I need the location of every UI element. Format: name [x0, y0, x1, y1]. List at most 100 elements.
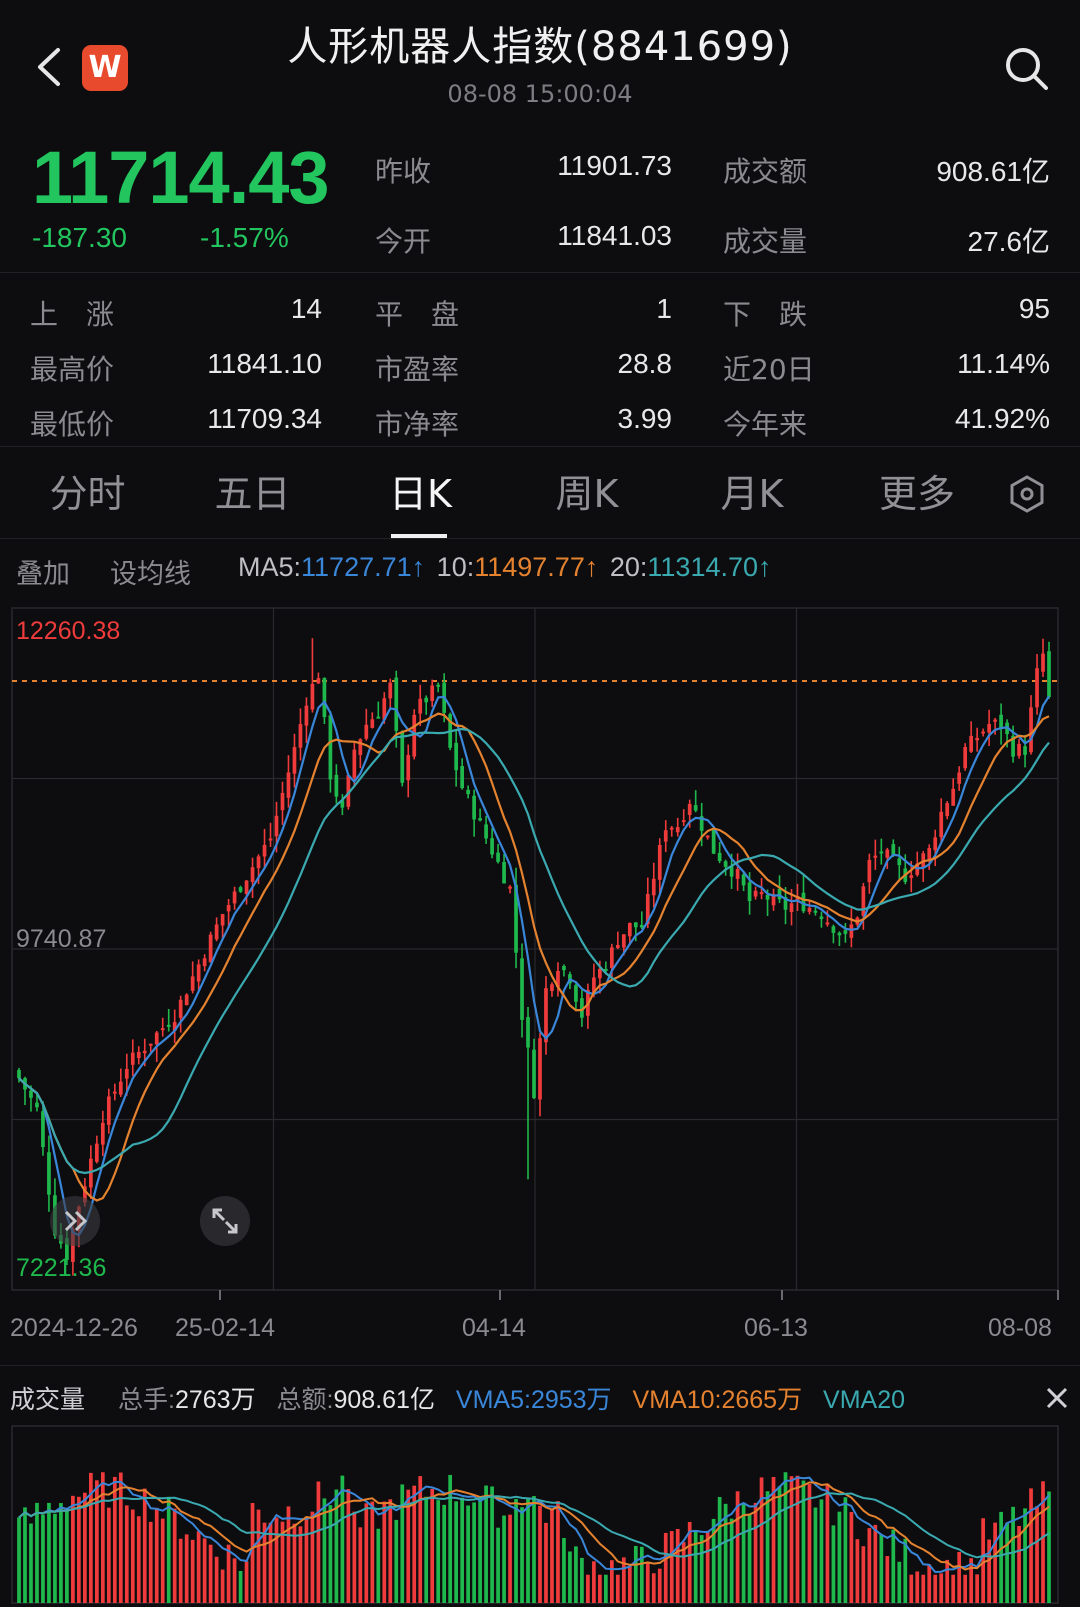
volume-bar [675, 1528, 680, 1603]
volume-bar [693, 1530, 698, 1603]
candle-body [645, 894, 650, 925]
candle-body [849, 924, 854, 938]
volume-bar [65, 1510, 69, 1603]
volume-bar [741, 1504, 746, 1603]
volume-bar [951, 1574, 956, 1603]
volume-bar [969, 1558, 974, 1603]
ma20-value: 11314.70↑ [647, 552, 772, 582]
tab-monthly-k[interactable]: 月K [720, 472, 784, 516]
candle-body [621, 934, 626, 948]
volume-bar [106, 1507, 111, 1603]
search-icon[interactable] [1002, 44, 1052, 94]
volume-bar [442, 1504, 447, 1603]
candlestick-chart[interactable] [0, 600, 1080, 1340]
volume-bar [178, 1538, 183, 1603]
volume-bar [370, 1501, 375, 1603]
volume-bar [376, 1528, 381, 1603]
volume-bar [873, 1524, 878, 1603]
candle-body [370, 719, 375, 728]
volume-bar [214, 1556, 219, 1603]
back-chevron-icon[interactable] [30, 42, 70, 92]
candle-body [777, 888, 782, 900]
volume-bar [100, 1472, 105, 1603]
candle-body [711, 829, 716, 854]
ma10-value: 11497.77↑ [474, 552, 599, 582]
grid-stat-value: 3.99 [617, 403, 673, 434]
volume-bar [310, 1511, 315, 1603]
close-icon[interactable] [1044, 1385, 1070, 1411]
volume-bar [1005, 1522, 1009, 1603]
volume-bar [196, 1531, 201, 1603]
volume-bar [556, 1501, 560, 1603]
volume-bar [202, 1538, 207, 1603]
candle-body [783, 896, 788, 910]
tab-daily-k[interactable]: 日K [389, 472, 452, 516]
volume-bar [478, 1497, 482, 1603]
volume-bar [831, 1525, 836, 1603]
overlay-button[interactable]: 叠加 [16, 559, 70, 589]
volume-bar [999, 1511, 1003, 1603]
candle-body [304, 705, 309, 726]
volume-bar [334, 1489, 339, 1603]
candle-body [669, 827, 674, 830]
tab-weekly-k[interactable]: 周K [555, 472, 619, 516]
candle-body [861, 886, 866, 916]
fullscreen-button[interactable] [200, 1196, 250, 1246]
volume-bar [190, 1539, 195, 1603]
candle-body [154, 1032, 159, 1045]
volume-bar [843, 1497, 848, 1603]
candle-body [83, 1186, 87, 1203]
volume-bar [789, 1476, 794, 1603]
app-logo[interactable]: W [82, 45, 128, 91]
candle-body [891, 844, 896, 856]
volume-bar [981, 1518, 985, 1603]
candle-body [963, 747, 968, 769]
volume-bar [83, 1492, 87, 1603]
volume-bar [364, 1503, 369, 1603]
candle-body [1035, 668, 1039, 708]
volume-bar [687, 1521, 692, 1603]
tab-more[interactable]: 更多 [878, 472, 955, 516]
volume-bar [711, 1518, 716, 1603]
volume-bar [849, 1511, 854, 1603]
candle-body [130, 1052, 135, 1065]
candle-body [514, 884, 518, 953]
volume-bar [454, 1501, 459, 1603]
candle-body [112, 1091, 117, 1094]
volume-bar [609, 1560, 614, 1603]
candle-body [753, 890, 758, 897]
volume-chart[interactable] [0, 1420, 1080, 1607]
candle-body [933, 837, 938, 851]
candle-body [88, 1158, 93, 1188]
candle-body [699, 816, 704, 831]
candle-body [741, 874, 746, 886]
divider [0, 538, 1080, 539]
tab-intraday[interactable]: 分时 [49, 472, 126, 516]
volume-bar [837, 1511, 842, 1603]
grid-stat-value: 1 [656, 293, 672, 324]
y-mid-label: 9740.87 [16, 925, 107, 953]
volume-bar [226, 1544, 231, 1603]
tab-five-day[interactable]: 五日 [214, 472, 291, 516]
grid-stat-value: 11841.10 [207, 348, 322, 379]
candle-body [364, 724, 369, 739]
volume-bar [208, 1544, 213, 1603]
candle-body [999, 714, 1003, 728]
expand-left-button[interactable] [50, 1196, 100, 1246]
ma10-line [18, 712, 1050, 1202]
candle-body [250, 867, 255, 882]
volume-bar [765, 1491, 770, 1603]
candle-body [436, 684, 441, 687]
set-ma-button[interactable]: 设均线 [110, 559, 191, 589]
candle-body [687, 803, 692, 816]
candle-body [981, 731, 985, 734]
candle-body [394, 677, 399, 731]
volume-bar [382, 1501, 387, 1603]
candle-body [490, 838, 494, 855]
divider [0, 272, 1080, 273]
volume-bar [466, 1505, 470, 1603]
candle-body [819, 916, 824, 920]
volume-bar [855, 1539, 860, 1603]
chart-settings-icon[interactable] [1007, 474, 1047, 514]
volume-bar [897, 1561, 902, 1603]
